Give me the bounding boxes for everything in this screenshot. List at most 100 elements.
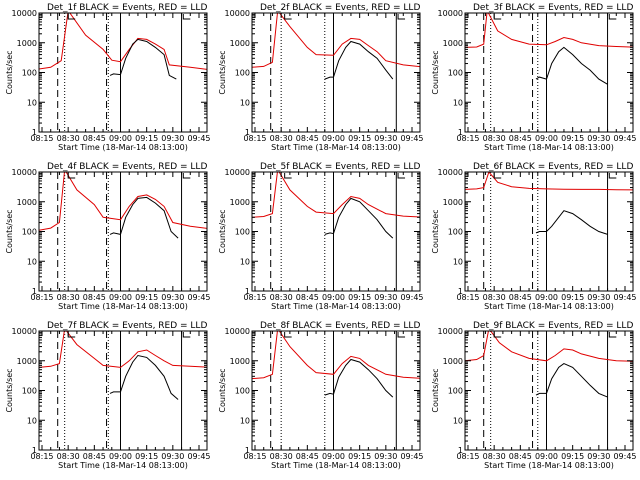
y-tick-label: 1 bbox=[245, 287, 250, 296]
x-tick-label: 09:15 bbox=[135, 293, 158, 302]
y-tick-label: 10000 bbox=[225, 327, 250, 336]
events-line bbox=[109, 196, 179, 239]
y-tick-label: 100 bbox=[22, 228, 37, 237]
y-tick-label: 10 bbox=[453, 416, 463, 425]
events-line bbox=[324, 40, 394, 80]
x-tick-label: 09:45 bbox=[613, 293, 636, 302]
x-tick-label: 09:00 bbox=[535, 134, 558, 143]
x-tick-label: 09:00 bbox=[109, 452, 132, 461]
x-tick-label: 09:00 bbox=[322, 293, 345, 302]
panel-title: Det_5f BLACK = Events, RED = LLD bbox=[260, 162, 420, 172]
x-axis-label: Start Time (18-Mar-14 08:13:00) bbox=[271, 143, 401, 152]
chart-panel-4: Det_4f BLACK = Events, RED = LLD 1 10 100 10… bbox=[5, 162, 211, 311]
y-tick-label: 10000 bbox=[12, 9, 37, 18]
x-tick-label: 08:15 bbox=[30, 452, 53, 461]
panel-title: Det_4f BLACK = Events, RED = LLD bbox=[47, 162, 207, 172]
y-tick-label: 10 bbox=[240, 257, 250, 266]
x-tick-label: 08:15 bbox=[456, 293, 479, 302]
y-axis-label: Counts/sec bbox=[431, 368, 440, 412]
y-tick-label: 1000 bbox=[17, 39, 37, 48]
y-tick-label: 1000 bbox=[443, 39, 463, 48]
interval-marker bbox=[608, 173, 617, 179]
y-tick-label: 100 bbox=[448, 387, 463, 396]
x-tick-label: 08:45 bbox=[296, 293, 319, 302]
events-line bbox=[535, 210, 608, 235]
y-axis-label: Counts/sec bbox=[5, 50, 14, 94]
x-tick-label: 09:30 bbox=[161, 452, 184, 461]
x-tick-label: 09:15 bbox=[348, 452, 371, 461]
lld-line bbox=[39, 172, 207, 231]
y-tick-label: 10000 bbox=[12, 168, 37, 177]
interval-marker bbox=[397, 173, 406, 179]
x-axis-label: Start Time (18-Mar-14 08:13:00) bbox=[484, 461, 614, 470]
x-tick-label: 08:45 bbox=[83, 452, 106, 461]
y-tick-label: 1000 bbox=[17, 357, 37, 366]
plot-area bbox=[39, 172, 207, 291]
panel-title: Det_2f BLACK = Events, RED = LLD bbox=[260, 3, 420, 13]
x-tick-label: 08:30 bbox=[270, 452, 293, 461]
chart-panel-2: Det_2f BLACK = Events, RED = LLD 1 10 100 10… bbox=[218, 3, 424, 152]
x-tick-label: 09:00 bbox=[109, 134, 132, 143]
x-tick-label: 09:15 bbox=[348, 293, 371, 302]
y-tick-label: 10000 bbox=[225, 168, 250, 177]
panel-title: Det_6f BLACK = Events, RED = LLD bbox=[473, 162, 633, 172]
x-tick-label: 09:00 bbox=[109, 293, 132, 302]
y-tick-label: 1 bbox=[245, 446, 250, 455]
y-tick-label: 100 bbox=[235, 387, 250, 396]
x-tick-label: 09:45 bbox=[187, 452, 210, 461]
y-tick-label: 10000 bbox=[438, 168, 463, 177]
chart-panel-7: Det_7f BLACK = Events, RED = LLD 1 10 100 10… bbox=[5, 321, 211, 470]
y-tick-label: 10 bbox=[453, 257, 463, 266]
x-tick-label: 09:45 bbox=[400, 134, 423, 143]
x-tick-label: 08:45 bbox=[509, 452, 532, 461]
y-tick-label: 1000 bbox=[443, 357, 463, 366]
y-axis-label: Counts/sec bbox=[218, 209, 227, 253]
interval-marker bbox=[493, 332, 502, 338]
x-tick-label: 08:30 bbox=[57, 134, 80, 143]
x-tick-label: 09:30 bbox=[374, 293, 397, 302]
x-axis-label: Start Time (18-Mar-14 08:13:00) bbox=[484, 302, 614, 311]
interval-marker bbox=[397, 332, 406, 338]
y-tick-label: 10000 bbox=[12, 327, 37, 336]
panel-title: Det_7f BLACK = Events, RED = LLD bbox=[47, 321, 207, 331]
y-tick-label: 1 bbox=[32, 446, 37, 455]
x-tick-label: 09:15 bbox=[561, 293, 584, 302]
x-tick-label: 09:45 bbox=[187, 134, 210, 143]
events-line bbox=[109, 38, 177, 80]
lld-line bbox=[39, 331, 207, 368]
interval-marker bbox=[284, 173, 292, 179]
x-tick-label: 09:15 bbox=[561, 134, 584, 143]
chart-panel-5: Det_5f BLACK = Events, RED = LLD 1 10 100 10… bbox=[218, 162, 424, 311]
x-tick-label: 08:30 bbox=[270, 293, 293, 302]
plot-area bbox=[252, 172, 420, 291]
y-tick-label: 1000 bbox=[230, 198, 250, 207]
y-tick-label: 1000 bbox=[443, 198, 463, 207]
x-tick-label: 09:00 bbox=[322, 452, 345, 461]
chart-panel-6: Det_6f BLACK = Events, RED = LLD 1 10 100 10… bbox=[431, 162, 637, 311]
x-tick-label: 09:45 bbox=[400, 452, 423, 461]
x-tick-label: 09:15 bbox=[135, 134, 158, 143]
events-line bbox=[324, 197, 394, 239]
y-tick-label: 100 bbox=[22, 387, 37, 396]
y-tick-label: 10 bbox=[27, 416, 37, 425]
x-tick-label: 08:30 bbox=[57, 293, 80, 302]
x-tick-label: 09:30 bbox=[374, 452, 397, 461]
x-tick-label: 08:30 bbox=[57, 452, 80, 461]
panel-title: Det_1f BLACK = Events, RED = LLD bbox=[47, 3, 207, 13]
x-tick-label: 09:30 bbox=[374, 134, 397, 143]
y-axis-label: Counts/sec bbox=[5, 209, 14, 253]
x-tick-label: 09:00 bbox=[322, 134, 345, 143]
y-tick-label: 1000 bbox=[230, 357, 250, 366]
interval-marker bbox=[284, 14, 292, 20]
plot-area bbox=[39, 13, 207, 132]
x-tick-label: 08:30 bbox=[483, 134, 506, 143]
x-tick-label: 08:15 bbox=[456, 134, 479, 143]
x-tick-label: 08:45 bbox=[83, 134, 106, 143]
x-axis-label: Start Time (18-Mar-14 08:13:00) bbox=[58, 461, 188, 470]
x-tick-label: 08:30 bbox=[483, 452, 506, 461]
y-tick-label: 100 bbox=[448, 228, 463, 237]
y-tick-label: 1 bbox=[245, 128, 250, 137]
y-tick-label: 10 bbox=[453, 98, 463, 107]
chart-panel-9: Det_9f BLACK = Events, RED = LLD 1 10 100 10… bbox=[431, 321, 637, 470]
interval-marker bbox=[493, 173, 502, 179]
